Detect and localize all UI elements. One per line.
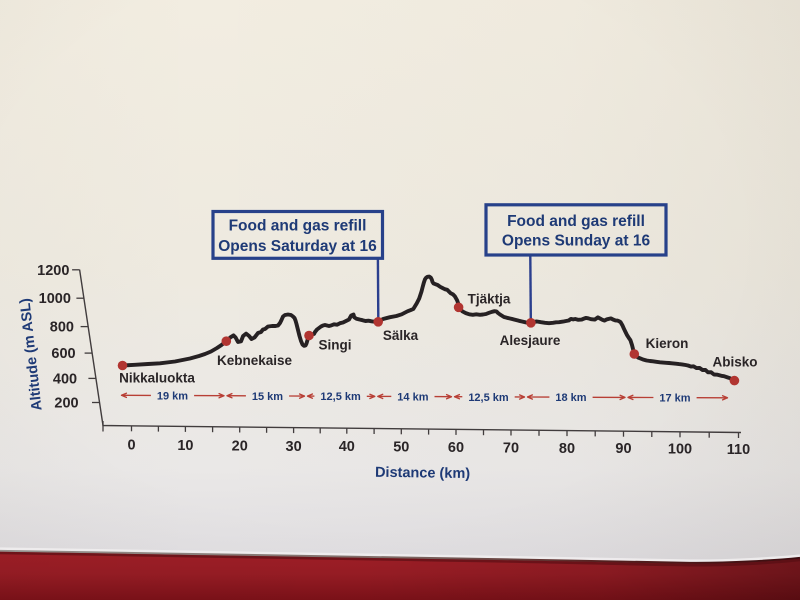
svg-text:Kieron: Kieron — [646, 336, 689, 351]
svg-text:12,5 km: 12,5 km — [468, 392, 509, 404]
svg-text:200: 200 — [54, 396, 78, 412]
svg-text:100: 100 — [668, 442, 692, 458]
svg-text:Alesjaure: Alesjaure — [500, 333, 561, 348]
svg-text:Distance (km): Distance (km) — [375, 465, 470, 482]
svg-text:600: 600 — [51, 346, 75, 362]
svg-text:80: 80 — [559, 441, 575, 457]
svg-text:18 km: 18 km — [555, 392, 586, 404]
svg-text:0: 0 — [127, 438, 135, 454]
svg-text:19 km: 19 km — [157, 391, 188, 403]
svg-text:Opens Saturday at 16: Opens Saturday at 16 — [218, 238, 377, 255]
svg-text:40: 40 — [339, 439, 355, 455]
svg-text:14 km: 14 km — [397, 392, 428, 404]
svg-text:Opens Sunday at 16: Opens Sunday at 16 — [502, 233, 651, 250]
svg-text:50: 50 — [393, 440, 409, 456]
svg-text:1000: 1000 — [39, 291, 71, 307]
svg-text:Kebnekaise: Kebnekaise — [217, 353, 293, 368]
svg-text:30: 30 — [286, 439, 302, 455]
svg-text:400: 400 — [53, 371, 77, 387]
svg-text:Nikkaluokta: Nikkaluokta — [119, 371, 195, 386]
svg-text:Tjäktja: Tjäktja — [468, 292, 511, 307]
svg-text:90: 90 — [615, 441, 631, 457]
svg-text:10: 10 — [177, 438, 193, 454]
svg-text:Sälka: Sälka — [383, 328, 419, 343]
svg-text:Food and gas refill: Food and gas refill — [229, 217, 367, 234]
svg-text:Singi: Singi — [319, 338, 352, 353]
svg-text:70: 70 — [503, 440, 519, 456]
svg-text:15 km: 15 km — [252, 391, 283, 403]
svg-text:Food and gas refill: Food and gas refill — [507, 213, 645, 230]
svg-text:17 km: 17 km — [659, 393, 690, 405]
svg-text:1200: 1200 — [37, 263, 69, 279]
svg-text:12,5 km: 12,5 km — [320, 391, 361, 403]
svg-text:60: 60 — [448, 440, 464, 456]
svg-text:Abisko: Abisko — [712, 355, 757, 370]
svg-text:800: 800 — [50, 320, 74, 336]
svg-text:20: 20 — [232, 438, 248, 454]
svg-text:110: 110 — [727, 442, 750, 458]
